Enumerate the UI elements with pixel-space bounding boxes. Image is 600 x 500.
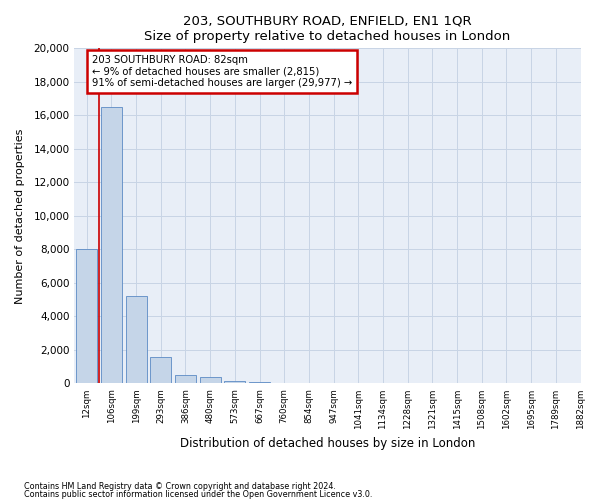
Bar: [274, 382, 295, 384]
Y-axis label: Number of detached properties: Number of detached properties: [15, 128, 25, 304]
Text: Contains HM Land Registry data © Crown copyright and database right 2024.: Contains HM Land Registry data © Crown c…: [24, 482, 336, 491]
Bar: [200, 377, 221, 384]
Bar: [76, 250, 97, 384]
Bar: [101, 107, 122, 384]
Text: Contains public sector information licensed under the Open Government Licence v3: Contains public sector information licen…: [24, 490, 373, 499]
Text: 203 SOUTHBURY ROAD: 82sqm
← 9% of detached houses are smaller (2,815)
91% of sem: 203 SOUTHBURY ROAD: 82sqm ← 9% of detach…: [92, 55, 352, 88]
Bar: [150, 356, 171, 384]
Bar: [249, 382, 270, 384]
Bar: [125, 296, 146, 384]
Bar: [224, 380, 245, 384]
Title: 203, SOUTHBURY ROAD, ENFIELD, EN1 1QR
Size of property relative to detached hous: 203, SOUTHBURY ROAD, ENFIELD, EN1 1QR Si…: [144, 15, 511, 43]
X-axis label: Distribution of detached houses by size in London: Distribution of detached houses by size …: [180, 437, 475, 450]
Bar: [175, 374, 196, 384]
